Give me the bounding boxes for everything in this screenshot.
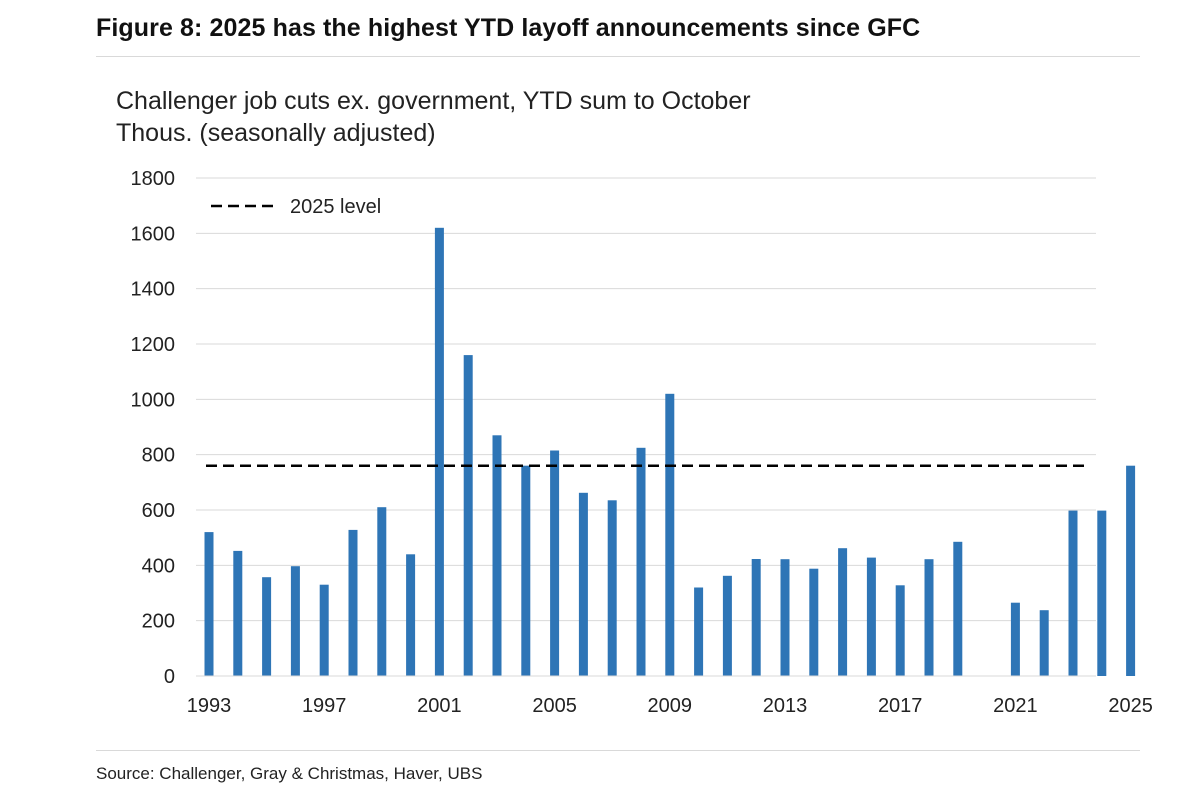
y-tick-label-200: 200 (142, 611, 175, 633)
bar-2005 (550, 450, 560, 676)
bar-1998 (348, 529, 358, 676)
bar-2011 (722, 575, 732, 676)
y-tick-label-1400: 1400 (131, 279, 176, 301)
x-tick-label-2021: 2021 (993, 695, 1038, 717)
bar-1997 (319, 584, 329, 676)
x-tick-label-2001: 2001 (417, 695, 462, 717)
y-tick-label-400: 400 (142, 555, 175, 577)
bar-2004 (521, 465, 531, 676)
bar-2012 (751, 559, 761, 676)
y-tick-label-800: 800 (142, 445, 175, 467)
source-note: Source: Challenger, Gray & Christmas, Ha… (96, 764, 483, 783)
y-tick-label-1600: 1600 (131, 223, 176, 245)
x-tick-label-2025: 2025 (1108, 695, 1153, 717)
bar-2007 (607, 500, 617, 676)
bar-1999 (377, 507, 387, 676)
x-tick-label-2009: 2009 (648, 695, 693, 717)
bar-2018 (924, 559, 934, 676)
bar-2017 (895, 585, 905, 676)
bar-1995 (262, 577, 272, 676)
y-axis: 0 200 400 600 800 1000 1200 1400 1600 1800 (131, 168, 176, 688)
bar-2000 (406, 554, 416, 676)
bars (204, 227, 1136, 677)
legend-label-2025-level: 2025 level (290, 196, 381, 218)
bar-2006 (578, 492, 588, 676)
chart-subtitle-line1: Challenger job cuts ex. government, YTD … (116, 87, 751, 115)
bar-2010 (694, 587, 704, 676)
bar-2013 (780, 559, 790, 676)
bar-1996 (290, 566, 300, 676)
y-tick-label-1000: 1000 (131, 389, 176, 411)
x-tick-label-1993: 1993 (187, 695, 232, 717)
y-tick-label-600: 600 (142, 500, 175, 522)
bar-2003 (492, 435, 502, 676)
x-tick-label-1997: 1997 (302, 695, 347, 717)
bar-2009 (665, 393, 675, 676)
bar-2023 (1068, 510, 1078, 676)
bar-2001 (434, 227, 444, 677)
y-tick-label-0: 0 (164, 666, 175, 688)
bar-2024 (1097, 510, 1107, 676)
bar-2002 (463, 355, 473, 676)
x-tick-label-2013: 2013 (763, 695, 808, 717)
bar-2021 (1010, 602, 1020, 676)
legend: 2025 level (211, 196, 381, 218)
chart-subtitle-line2: Thous. (seasonally adjusted) (116, 119, 436, 147)
source-divider (96, 750, 1140, 751)
gridlines (196, 177, 1096, 622)
x-tick-label-2017: 2017 (878, 695, 923, 717)
bar-2014 (809, 568, 819, 676)
x-axis: 1993 1997 2001 2005 2009 2013 2017 2021 2025 (187, 675, 1153, 717)
bar-2015 (838, 548, 848, 676)
bar-2022 (1039, 610, 1049, 676)
y-tick-label-1800: 1800 (131, 168, 176, 190)
y-tick-label-1200: 1200 (131, 334, 176, 356)
bar-2025 (1126, 465, 1136, 676)
bar-2016 (866, 557, 876, 676)
x-tick-label-2005: 2005 (532, 695, 577, 717)
figure-title: Figure 8: 2025 has the highest YTD layof… (96, 14, 921, 42)
title-divider (96, 56, 1140, 57)
bar-2008 (636, 447, 646, 677)
bar-1994 (233, 550, 243, 676)
bar-2019 (953, 541, 963, 676)
bar-1993 (204, 532, 214, 676)
